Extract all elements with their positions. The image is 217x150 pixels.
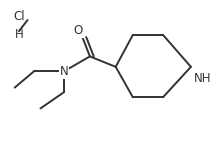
Text: NH: NH [194, 72, 212, 85]
Text: H: H [15, 28, 24, 41]
Text: O: O [73, 24, 83, 37]
Text: N: N [60, 65, 69, 78]
Text: Cl: Cl [14, 10, 25, 23]
